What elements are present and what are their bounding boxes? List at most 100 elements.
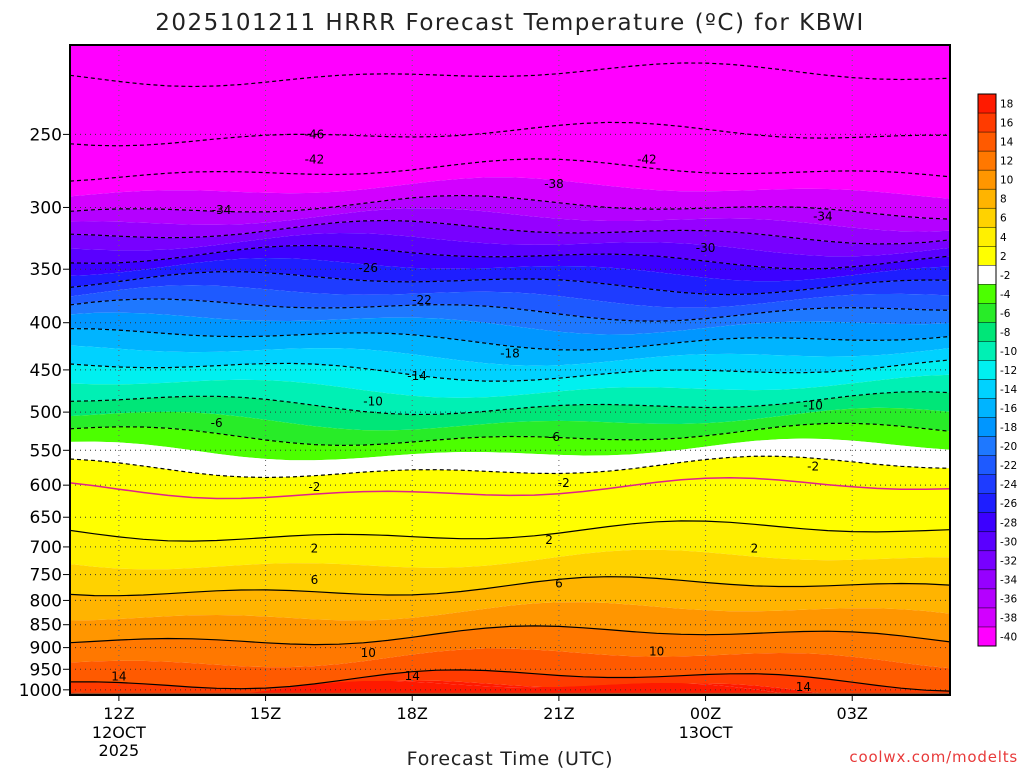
contour-label: -30 (696, 241, 716, 255)
colorbar-swatch (978, 493, 996, 514)
contour-line (70, 520, 950, 542)
colorbar-swatch (978, 550, 996, 571)
contour-line (70, 625, 950, 646)
contour-line (70, 219, 950, 245)
pressure-axis: 250 300 350 400 450 500 550 600 650 700 750 800 850 9… (19, 125, 70, 701)
colorbar-level-label: -14 (1000, 384, 1017, 396)
contour-label: -42 (305, 152, 325, 166)
ground-strip (70, 692, 950, 695)
contour-line (70, 62, 950, 88)
colorbar-level-label: -22 (1000, 460, 1017, 472)
below-ground-strip (70, 692, 950, 695)
x-tick-date-label: 12OCT (92, 723, 146, 742)
contour-label: -42 (637, 152, 657, 166)
contour-label: -38 (544, 177, 564, 191)
y-tick-label: 650 (30, 508, 62, 528)
colorbar-swatch (978, 417, 996, 437)
temperature-band (70, 285, 950, 322)
colorbar-swatch (978, 569, 996, 590)
colorbar-level-label: 16 (1000, 118, 1014, 130)
contour-label: 10 (649, 645, 664, 659)
colorbar-swatch (978, 474, 996, 495)
colorbar-level-label: -32 (1000, 555, 1017, 567)
x-tick-label: 15Z (250, 704, 281, 723)
x-tick-label: 12Z (103, 704, 134, 723)
colorbar-level-label: -34 (1000, 574, 1017, 586)
temperature-band (70, 438, 950, 478)
temperature-band (70, 625, 950, 669)
temperature-band (70, 220, 950, 257)
contour-line (70, 576, 950, 597)
colorbar-swatch (978, 284, 996, 304)
contour-label: -10 (803, 399, 823, 413)
temperature-band (70, 576, 950, 621)
colorbar-swatch (978, 227, 996, 247)
contour-labels: -46-42 -42-38-34 -34-30-26-22-18-14-10 -10-… (111, 127, 832, 694)
x-tick-label: 18Z (397, 704, 428, 723)
colorbar-swatch (978, 379, 996, 399)
temperature-band (70, 359, 950, 398)
contour-line (70, 271, 950, 296)
temperature-band (70, 195, 950, 232)
contour-label: 2 (545, 533, 553, 547)
colorbar-level-label: -40 (1000, 631, 1017, 643)
colorbar-level-label: 2 (1000, 251, 1007, 263)
temperature-band (70, 233, 950, 269)
colorbar-swatch (978, 588, 996, 609)
colorbar-swatch (978, 455, 996, 475)
y-tick-label: 350 (30, 260, 62, 280)
temperature-band (70, 374, 950, 415)
y-tick-label: 600 (30, 476, 62, 496)
temperature-band (70, 177, 950, 220)
contour-label: 6 (311, 573, 319, 587)
x-tick-label: 00Z (690, 704, 721, 723)
colorbar-level-label: -12 (1000, 365, 1017, 377)
contour-label: 6 (555, 577, 563, 591)
colorbar-swatch (978, 132, 996, 152)
contour-line (70, 391, 950, 416)
contour-line (70, 298, 950, 322)
colorbar-level-label: -30 (1000, 536, 1017, 548)
chart-title: 2025101211 HRRR Forecast Temperature (ºC… (155, 10, 865, 36)
temperature-band (70, 245, 950, 282)
temperature-band (70, 648, 950, 692)
y-tick-label: 700 (30, 538, 62, 558)
temperature-band (70, 271, 950, 308)
colorbar-swatch (978, 322, 996, 342)
colorbar-level-label: -36 (1000, 593, 1017, 605)
colorbar-swatch (978, 246, 996, 266)
contour-label: -2 (807, 460, 819, 474)
y-tick-label: 900 (30, 639, 62, 659)
temperature-band (70, 208, 950, 244)
contour-label: 2 (751, 542, 759, 556)
contour-line (70, 121, 950, 147)
colorbar-level-label: -24 (1000, 479, 1017, 491)
temperature-contours (70, 62, 950, 692)
colorbar-swatch (978, 265, 996, 285)
colorbar-swatch (978, 151, 996, 171)
contour-label: 2 (311, 542, 319, 556)
temperature-color-bands (70, 45, 950, 695)
contour-label: -26 (358, 261, 378, 275)
colorbar-level-label: 10 (1000, 175, 1013, 187)
colorbar-level-label: 12 (1000, 156, 1013, 168)
contour-label: -46 (305, 127, 325, 141)
colorbar-level-label: 18 (1000, 99, 1013, 111)
contour-line (70, 455, 950, 479)
y-tick-label: 300 (30, 198, 62, 218)
temperature-band (70, 423, 950, 461)
contour-label: -14 (407, 369, 427, 383)
colorbar-level-label: 8 (1000, 194, 1007, 206)
contour-line (70, 359, 950, 382)
colorbar-swatch (978, 341, 996, 361)
contour-label: -2 (558, 476, 570, 490)
colorbar-swatch (978, 436, 996, 456)
contour-line (70, 422, 950, 447)
colorbar-level-label: 4 (1000, 232, 1007, 244)
contour-label: -22 (412, 293, 432, 307)
colorbar-level-label: -28 (1000, 517, 1017, 529)
colorbar-level-label: -4 (1000, 289, 1011, 301)
colorbar-level-label: -2 (1000, 270, 1010, 282)
y-tick-label: 550 (30, 441, 62, 461)
colorbar-level-label: -10 (1000, 346, 1017, 358)
